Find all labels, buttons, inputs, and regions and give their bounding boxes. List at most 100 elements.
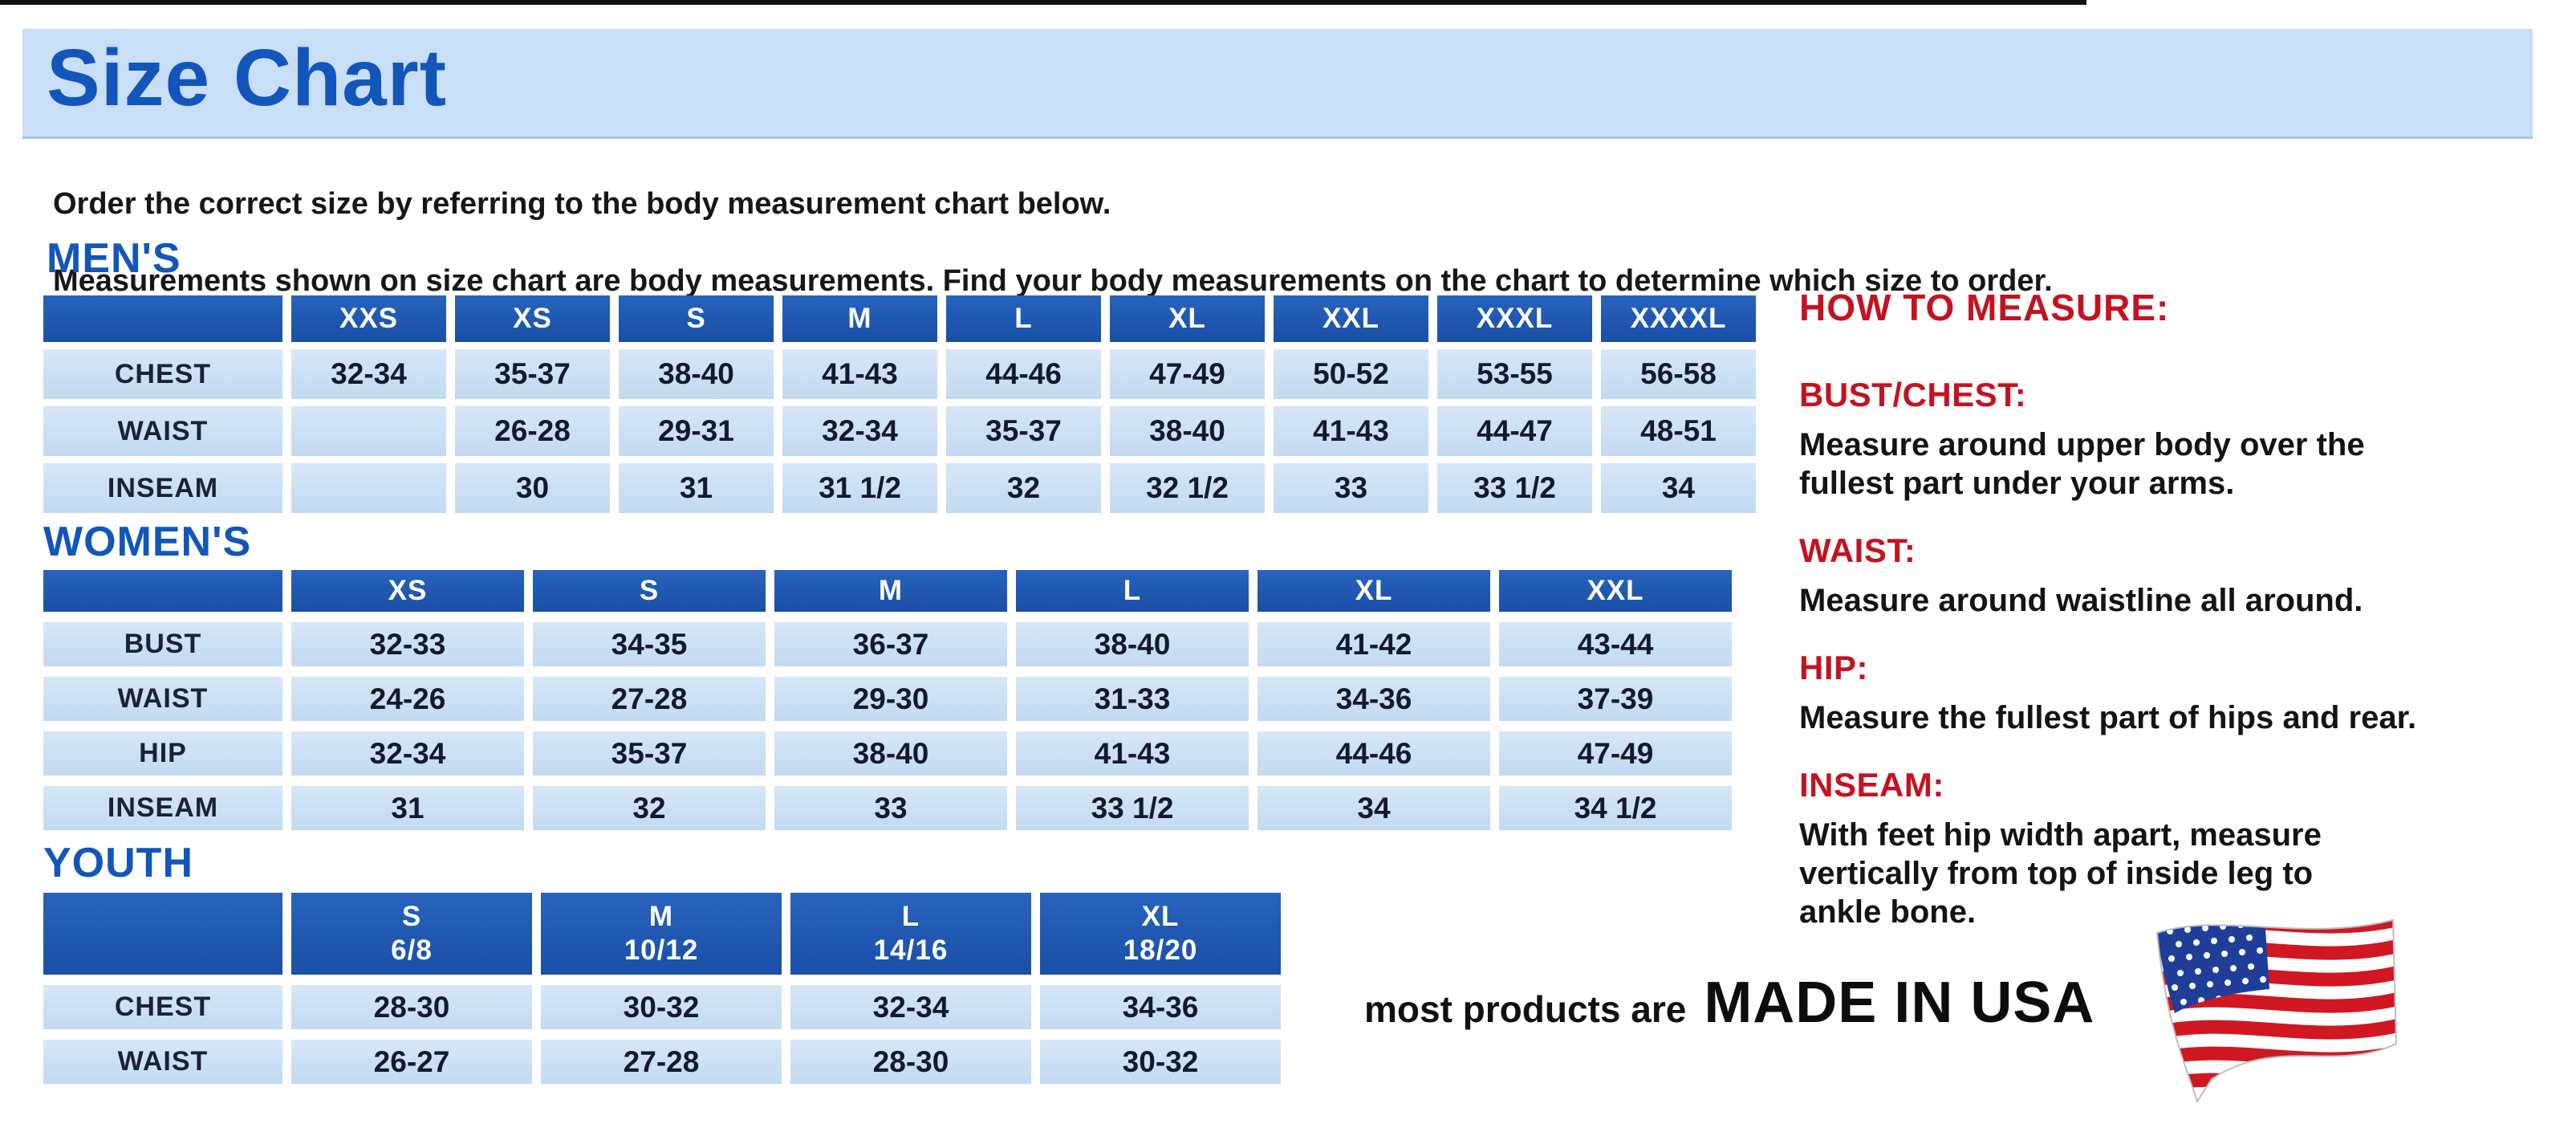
size-value-cell: 32-34 (291, 731, 524, 776)
measurement-row-label: INSEAM (43, 463, 282, 513)
size-value-cell (291, 463, 446, 513)
measure-item-label: WAIST: (1799, 531, 1916, 569)
size-value-cell: 24-26 (291, 677, 524, 721)
size-value-cell: 29-30 (774, 677, 1007, 721)
intro-line-1: Order the correct size by referring to t… (53, 187, 1111, 221)
size-value-cell: 32-34 (291, 349, 446, 399)
size-value-cell: 41-43 (782, 349, 937, 399)
size-value-cell: 31 (291, 786, 524, 830)
size-value-cell: 27-28 (533, 677, 766, 721)
size-value-cell: 30 (455, 463, 610, 513)
size-column-header: S 6/8 (291, 893, 532, 975)
measure-item-text: Measure around upper body over the fulle… (1799, 427, 2365, 501)
size-value-cell: 33 1/2 (1437, 463, 1592, 513)
size-value-cell: 43-44 (1499, 622, 1732, 666)
size-value-cell: 50-52 (1274, 349, 1428, 399)
measurement-row-label: HIP (43, 731, 282, 776)
size-value-cell: 35-37 (946, 406, 1101, 456)
size-value-cell: 28-30 (790, 1040, 1031, 1084)
size-value-cell: 33 (774, 786, 1007, 830)
size-value-cell: 48-51 (1601, 406, 1756, 456)
table-corner-cell (43, 570, 282, 612)
size-column-header: XL 18/20 (1040, 893, 1281, 975)
size-value-cell: 41-42 (1258, 622, 1490, 666)
size-value-cell: 26-28 (455, 406, 610, 456)
size-column-header: S (619, 295, 774, 342)
size-column-header: XXL (1499, 570, 1732, 612)
size-value-cell: 53-55 (1437, 349, 1592, 399)
mens-section-label: MEN'S (47, 235, 181, 282)
measure-item: BUST/CHEST: Measure around upper body ov… (1799, 376, 2537, 503)
measurement-row-label: WAIST (43, 1040, 282, 1084)
size-column-header: XXXXL (1601, 295, 1756, 342)
intro-line-2: Measurements shown on size chart are bod… (53, 264, 2053, 298)
size-value-cell: 29-31 (619, 406, 774, 456)
size-value-cell: 31 (619, 463, 774, 513)
measure-item-text: Measure the fullest part of hips and rea… (1799, 700, 2417, 735)
size-value-cell: 34 1/2 (1499, 786, 1732, 830)
size-value-cell: 33 1/2 (1016, 786, 1249, 830)
womens-section-label: WOMEN'S (43, 519, 252, 565)
size-value-cell: 31-33 (1016, 677, 1249, 721)
measurement-row-label: INSEAM (43, 786, 282, 830)
measure-item-label: HIP: (1799, 649, 1868, 686)
size-value-cell: 36-37 (774, 622, 1007, 666)
size-column-header: XXXL (1437, 295, 1592, 342)
usa-flag-icon (2155, 918, 2398, 1104)
top-border-line (0, 0, 2086, 5)
made-in-usa-note: most products are MADE IN USA (1364, 970, 2095, 1036)
size-value-cell: 34-36 (1258, 677, 1490, 721)
size-value-cell: 41-43 (1274, 406, 1428, 456)
size-column-header: XL (1110, 295, 1265, 342)
measure-item-label: BUST/CHEST: (1799, 376, 2027, 413)
size-value-cell: 35-37 (533, 731, 766, 776)
measurement-row-label: WAIST (43, 406, 282, 456)
size-column-header: S (533, 570, 766, 612)
size-value-cell: 28-30 (291, 985, 532, 1029)
size-value-cell: 44-46 (946, 349, 1101, 399)
size-column-header: L (1016, 570, 1249, 612)
youth-size-table: S 6/8 M 10/12 L 14/16 XL 18/20 CHEST 28-30 30-32 32… (43, 893, 1281, 1084)
size-value-cell: 38-40 (1110, 406, 1265, 456)
how-to-measure-title: HOW TO MEASURE: (1799, 287, 2170, 328)
size-column-header: L 14/16 (790, 893, 1031, 975)
how-to-measure-section: HOW TO MEASURE: BUST/CHEST: Measure arou… (1799, 286, 2537, 931)
measure-item: HIP: Measure the fullest part of hips an… (1799, 649, 2537, 737)
size-value-cell: 31 1/2 (782, 463, 937, 513)
size-value-cell: 38-40 (1016, 622, 1249, 666)
size-value-cell: 38-40 (619, 349, 774, 399)
size-value-cell: 32-34 (790, 985, 1031, 1029)
measure-item-label: INSEAM: (1799, 766, 1944, 804)
measure-item: WAIST: Measure around waistline all arou… (1799, 531, 2537, 620)
size-column-header: XXS (291, 295, 446, 342)
size-value-cell: 44-47 (1437, 406, 1592, 456)
size-column-header: M (774, 570, 1007, 612)
size-value-cell: 34-36 (1040, 985, 1281, 1029)
size-value-cell: 33 (1274, 463, 1428, 513)
size-column-header: XS (291, 570, 524, 612)
size-value-cell: 30-32 (1040, 1040, 1281, 1084)
size-value-cell: 32 (533, 786, 766, 830)
size-column-header: XS (455, 295, 610, 342)
size-column-header: L (946, 295, 1101, 342)
measurement-row-label: CHEST (43, 985, 282, 1029)
size-value-cell: 32 (946, 463, 1101, 513)
size-column-header: XL (1258, 570, 1490, 612)
size-value-cell: 47-49 (1499, 731, 1732, 776)
size-value-cell: 32-34 (782, 406, 937, 456)
size-column-header: XXL (1274, 295, 1428, 342)
size-value-cell: 47-49 (1110, 349, 1265, 399)
size-value-cell: 27-28 (541, 1040, 782, 1084)
size-value-cell: 41-43 (1016, 731, 1249, 776)
size-value-cell: 37-39 (1499, 677, 1732, 721)
size-column-header: M (782, 295, 937, 342)
size-value-cell (291, 406, 446, 456)
size-value-cell: 32 1/2 (1110, 463, 1265, 513)
page-title: Size Chart (47, 33, 448, 123)
size-value-cell: 44-46 (1258, 731, 1490, 776)
mens-size-table: XXS XS S M L XL XXL XXXL XXXXL CHEST 32-34 35-37 38-… (43, 295, 1756, 513)
made-in-usa-prefix: most products are (1364, 988, 1687, 1030)
size-value-cell: 34-35 (533, 622, 766, 666)
measure-item-text: With feet hip width apart, measure verti… (1799, 817, 2322, 930)
